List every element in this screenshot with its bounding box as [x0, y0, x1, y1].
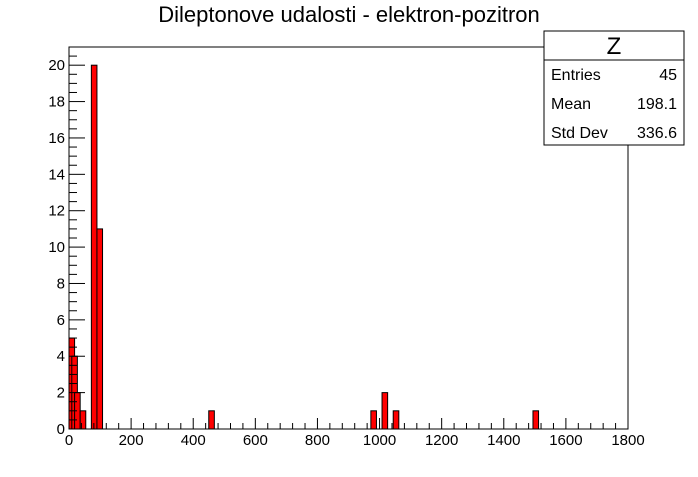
x-tick-label: 1000 [363, 432, 396, 449]
y-tick-label: 14 [48, 166, 65, 183]
x-tick-label: 1400 [487, 432, 520, 449]
stats-value-mean: 198.1 [637, 96, 677, 113]
stats-label-entries: Entries [551, 67, 601, 84]
y-tick-label: 2 [57, 385, 65, 402]
x-tick-label: 1800 [611, 432, 644, 449]
x-tick-label: 0 [65, 432, 73, 449]
y-tick-label: 0 [57, 421, 65, 438]
x-tick-label: 200 [119, 432, 144, 449]
histogram-bar [370, 410, 377, 430]
x-tick-label: 400 [181, 432, 206, 449]
tick-labels: 0 200 400 600 800 1000 1200 1400 1600 1800 0 2 4 6 8 10… [48, 57, 644, 449]
x-tick-label: 1200 [425, 432, 458, 449]
stats-label-stddev: Std Dev [551, 125, 608, 142]
y-tick-label: 20 [48, 57, 65, 74]
bars-group [68, 64, 540, 430]
y-tick-label: 12 [48, 203, 65, 220]
stats-label-mean: Mean [551, 96, 591, 113]
histogram-bar [208, 410, 215, 430]
y-tick-label: 16 [48, 130, 65, 147]
stats-name: Z [607, 33, 622, 60]
y-tick-label: 4 [57, 348, 65, 365]
histogram-bar [381, 392, 389, 430]
y-tick-label: 8 [57, 275, 65, 292]
y-tick-label: 18 [48, 94, 65, 111]
x-tick-label: 1600 [549, 432, 582, 449]
histogram-bar [392, 410, 400, 430]
y-tick-label: 6 [57, 312, 65, 329]
histogram-bar [532, 410, 540, 430]
histogram-bar [90, 64, 98, 430]
stats-box-frame [543, 30, 685, 146]
x-tick-label: 600 [243, 432, 268, 449]
chart-title: Dileptonove udalosti - elektron-pozitron [158, 2, 540, 27]
stats-box: Z Entries 45 Mean 198.1 Std Dev 336.6 [543, 30, 685, 146]
histogram-bar [96, 228, 104, 430]
stats-value-entries: 45 [659, 67, 677, 84]
y-tick-label: 10 [48, 239, 65, 256]
x-tick-label: 800 [305, 432, 330, 449]
stats-value-stddev: 336.6 [637, 125, 677, 142]
axis-ticks [68, 46, 629, 430]
